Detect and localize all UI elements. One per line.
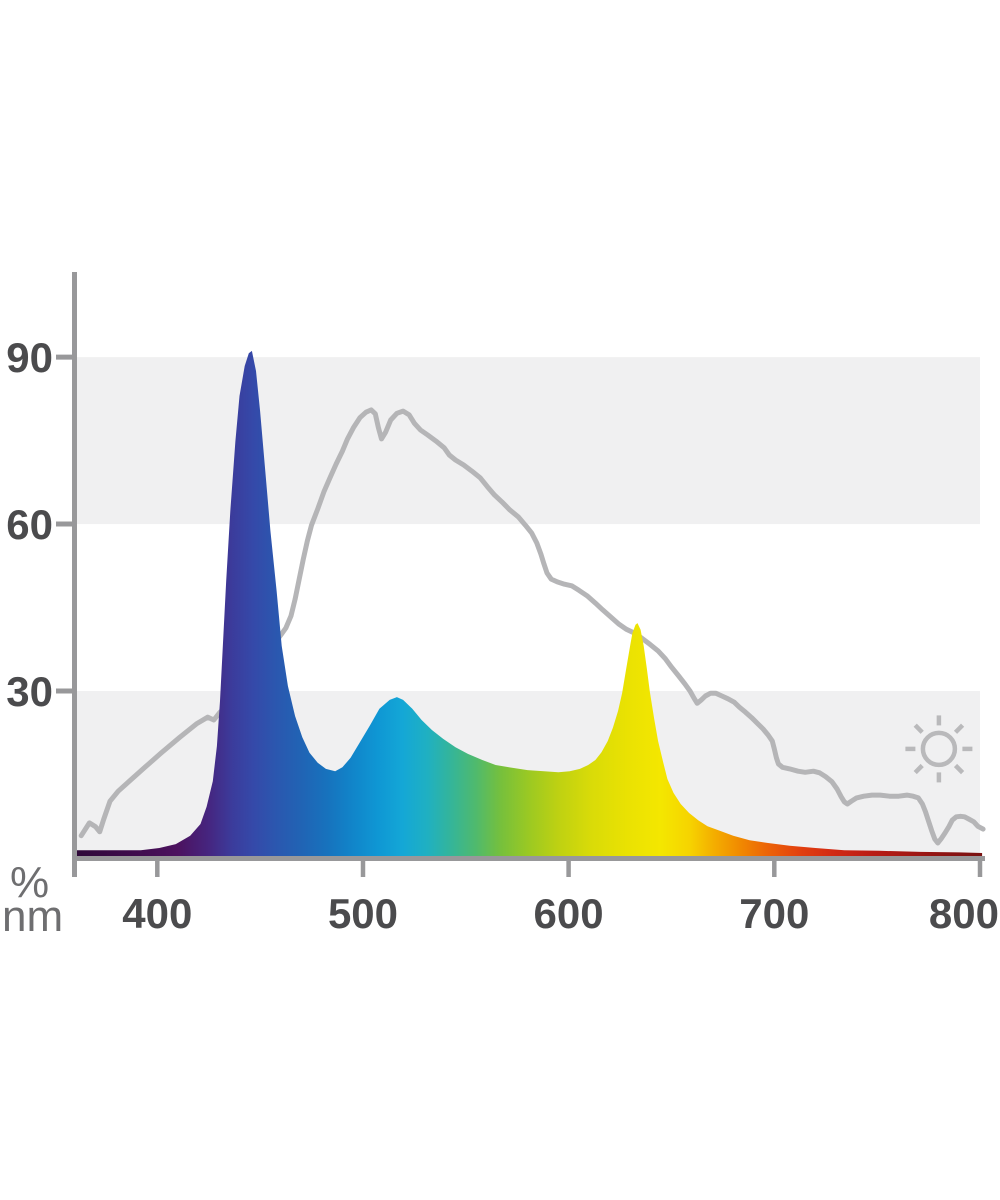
led-spectrum-path (75, 350, 983, 856)
sun-icon-ray (953, 763, 965, 775)
x-tick-label: 700 (739, 890, 809, 937)
y-tick-label: 90 (6, 334, 53, 381)
grid-band (77, 357, 980, 525)
sun-icon (905, 715, 973, 783)
reference-curve (78, 407, 986, 846)
y-tick-label: 60 (6, 501, 53, 548)
sun-icon-ray (913, 763, 924, 775)
x-tick-labels: 400 500 600 700 800 (122, 890, 999, 937)
x-tick-label: 400 (122, 890, 192, 937)
y-tick-labels: 90 60 30 (6, 334, 53, 715)
reference-curve-line (78, 407, 986, 846)
x-tick-label: 500 (328, 890, 398, 937)
x-axis-unit-label: nm (2, 892, 63, 941)
y-tick-label: 30 (6, 668, 53, 715)
y-axis-unit-label: % (10, 858, 49, 907)
sun-icon-ray (913, 723, 924, 734)
sun-icon-ray (953, 723, 965, 734)
axes (56, 272, 985, 877)
x-tick-label: 800 (929, 890, 999, 937)
sun-icon-circle (920, 730, 958, 768)
led-spectrum-area (75, 350, 983, 856)
x-tick-label: 600 (534, 890, 604, 937)
